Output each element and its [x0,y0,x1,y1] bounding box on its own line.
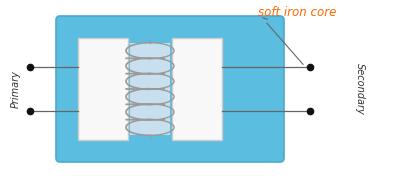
Text: soft iron core: soft iron core [258,6,336,19]
Bar [172,38,222,140]
Text: Secondary: Secondary [355,63,365,115]
Bar [130,43,170,135]
FancyBboxPatch shape [56,16,284,162]
Text: Primary: Primary [11,70,21,108]
Bar [78,38,128,140]
